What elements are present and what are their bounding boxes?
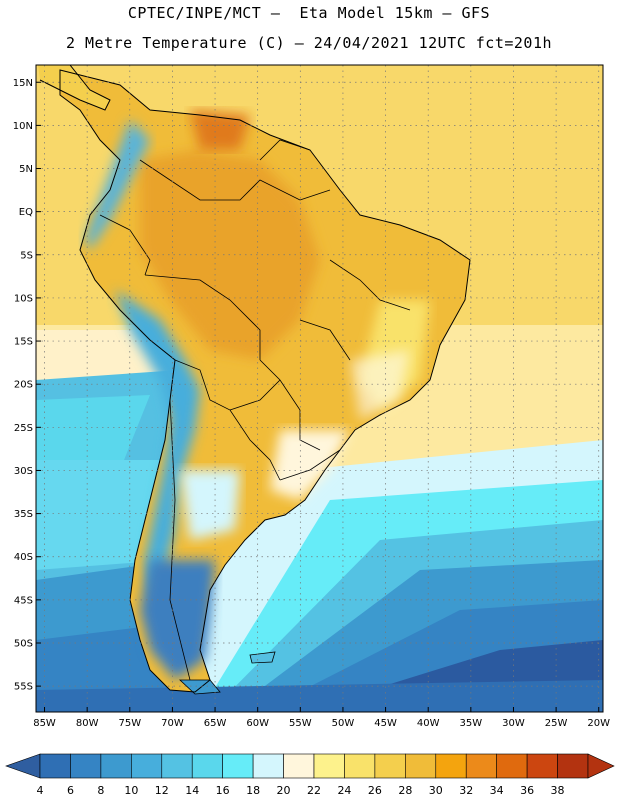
- colorbar-label: 14: [185, 784, 199, 797]
- colorbar-segment: [222, 753, 254, 779]
- colorbar-segment: [161, 753, 193, 779]
- map-frame: [35, 64, 604, 713]
- lat-tick-label: 10N: [13, 121, 33, 132]
- lon-tick-label: 60W: [246, 718, 269, 729]
- lon-tick-label: 45W: [374, 718, 397, 729]
- colorbar-segment: [496, 753, 528, 779]
- lat-tick-label: 40S: [14, 552, 33, 563]
- southern-brazil-cool: [270, 430, 350, 500]
- colorbar-segment: [435, 753, 467, 779]
- lon-tick-label: 25W: [545, 718, 568, 729]
- lat-tick-label: 45S: [14, 595, 33, 606]
- lon-tick-label: 80W: [76, 718, 99, 729]
- central-america-coast: [38, 65, 111, 111]
- lat-tick-label: 25S: [14, 423, 33, 434]
- colorbar-segment: [526, 753, 558, 779]
- colorbar: 4 6 8 10 12 14 16 18 20 22 24 26 28 30 32 34 36 38: [5, 753, 615, 797]
- ocean-pacific-light: [36, 395, 150, 480]
- colorbar-segment: [344, 753, 376, 779]
- colorbar-segment: [252, 753, 284, 779]
- colorbar-label: 20: [277, 784, 291, 797]
- graticule: [36, 65, 603, 712]
- lat-tick-label: EQ: [19, 207, 33, 218]
- lon-tick-label: 40W: [417, 718, 440, 729]
- lat-tick-label: 35S: [14, 509, 33, 520]
- colorbar-label: 32: [459, 784, 473, 797]
- colorbar-label: 16: [216, 784, 230, 797]
- lon-tick-label: 55W: [289, 718, 312, 729]
- pampas-cool: [180, 470, 240, 540]
- colorbar-label: 36: [520, 784, 534, 797]
- venezuela-hot-zone: [190, 110, 250, 150]
- lon-tick-label: 30W: [502, 718, 525, 729]
- lon-tick-label: 85W: [33, 718, 56, 729]
- temperature-field: [36, 65, 603, 712]
- lat-tick-label: 5S: [20, 250, 33, 261]
- map-title-line-1: CPTEC/INPE/MCT — Eta Model 15km — GFS: [127, 4, 491, 22]
- lat-tick-label: 20S: [14, 380, 33, 391]
- lon-tick-label: 50W: [332, 718, 355, 729]
- colorbar-segment: [131, 753, 163, 779]
- lat-tick-label: 15N: [13, 78, 33, 89]
- longitude-ticks: 85W 80W 75W 70W 65W 60W 55W 50W 45W 40W 35W 30W 25W 2…: [33, 707, 610, 729]
- andes-central: [115, 290, 200, 600]
- colorbar-label: 4: [37, 784, 44, 797]
- lon-tick-label: 20W: [587, 718, 610, 729]
- colorbar-label: 26: [368, 784, 382, 797]
- colorbar-segment: [39, 753, 71, 779]
- lat-tick-label: 55S: [14, 682, 33, 693]
- colorbar-label: 28: [398, 784, 412, 797]
- lon-tick-label: 65W: [204, 718, 227, 729]
- colorbar-segment: [313, 753, 345, 779]
- andes-north: [85, 120, 150, 250]
- colorbar-label: 38: [551, 784, 565, 797]
- colorbar-segment: [283, 753, 315, 779]
- lon-tick-label: 70W: [161, 718, 184, 729]
- colorbar-label: 24: [337, 784, 351, 797]
- lat-tick-label: 50S: [14, 638, 33, 649]
- patagonia: [140, 560, 215, 680]
- colorbar-label: 10: [124, 784, 138, 797]
- colorbar-label: 6: [67, 784, 74, 797]
- colorbar-segment: [70, 753, 102, 779]
- colorbar-segment: [191, 753, 223, 779]
- colorbar-low-arrow: [5, 753, 41, 779]
- lat-tick-label: 10S: [14, 293, 33, 304]
- serra-mantiqueira: [350, 350, 410, 420]
- colorbar-segment: [465, 753, 497, 779]
- map-title-line-2: 2 Metre Temperature (C) — 24/04/2021 12U…: [65, 34, 553, 52]
- colorbar-label: 12: [155, 784, 169, 797]
- lon-tick-label: 75W: [118, 718, 141, 729]
- lat-tick-label: 5N: [19, 164, 33, 175]
- latitude-ticks: 15N 10N 5N EQ 5S 10S 15S 20S 25S 30S 35S 40S 45S 50S 5…: [13, 78, 41, 693]
- colorbar-label: 34: [490, 784, 504, 797]
- colorbar-segment: [405, 753, 437, 779]
- colorbar-segment: [374, 753, 406, 779]
- ocean-pacific-cyan: [36, 460, 170, 570]
- colorbar-label: 8: [97, 784, 104, 797]
- colorbar-segment: [557, 753, 589, 779]
- central-america-land: [38, 65, 110, 110]
- lat-tick-label: 15S: [14, 337, 33, 348]
- colorbar-label: 18: [246, 784, 260, 797]
- amazon-hot-zone: [140, 150, 320, 360]
- lon-tick-label: 35W: [460, 718, 483, 729]
- lat-tick-label: 30S: [14, 466, 33, 477]
- coastline: [59, 69, 471, 693]
- colorbar-high-arrow: [587, 753, 615, 779]
- colorbar-label: 30: [429, 784, 443, 797]
- colorbar-label: 22: [307, 784, 321, 797]
- colorbar-segment: [100, 753, 132, 779]
- falkland-islands: [249, 651, 276, 664]
- tierra-del-fuego: [178, 679, 221, 695]
